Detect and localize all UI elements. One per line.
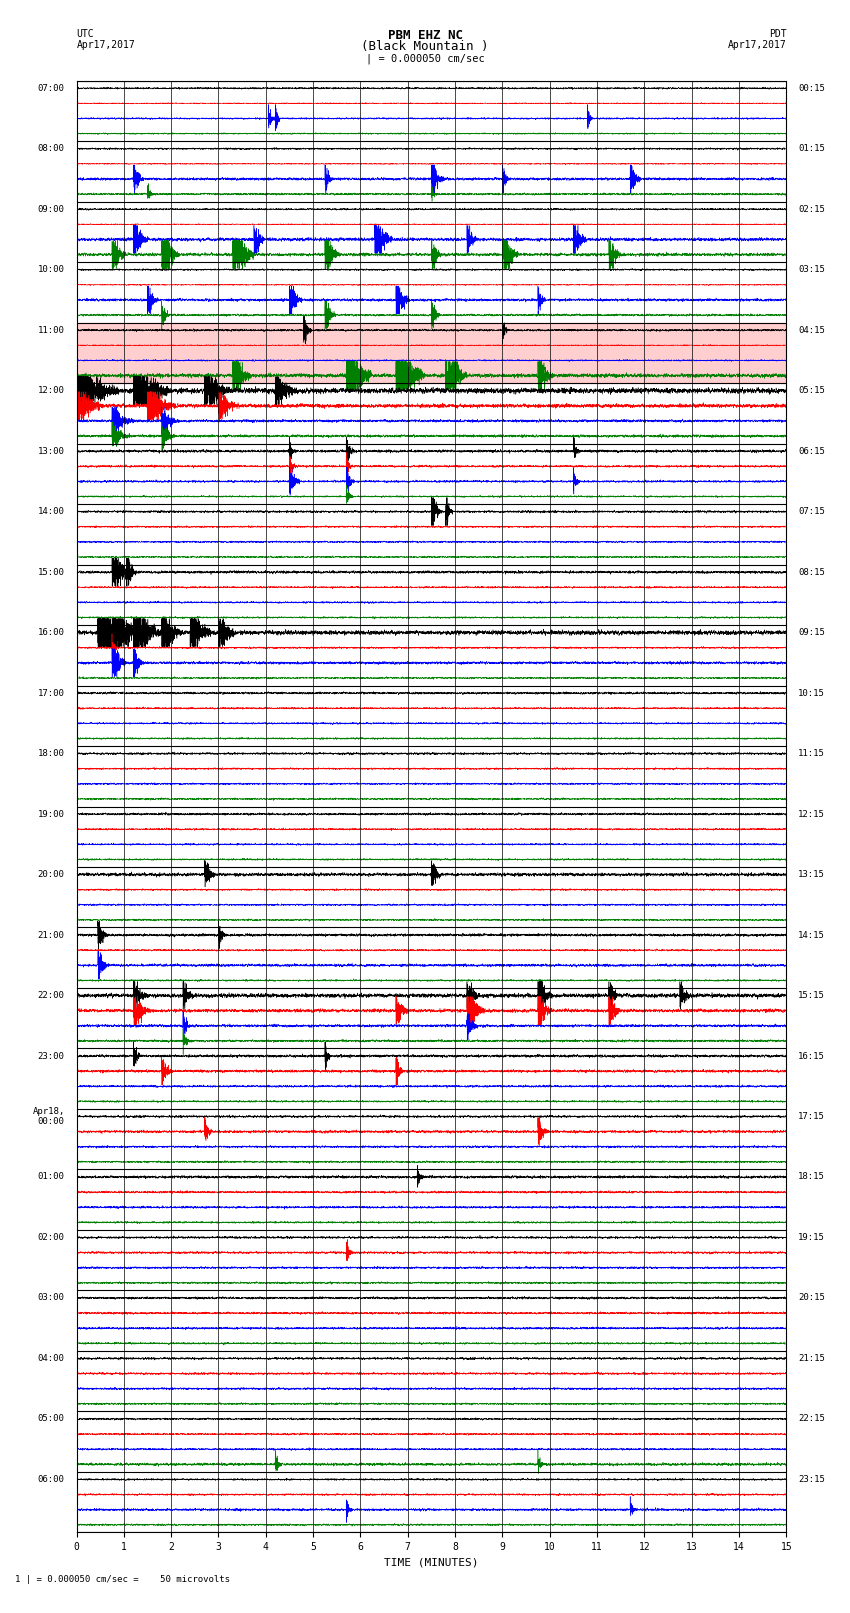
Text: 21:15: 21:15 (798, 1353, 825, 1363)
Text: 15:00: 15:00 (37, 568, 65, 576)
Text: 09:15: 09:15 (798, 627, 825, 637)
Text: 16:15: 16:15 (798, 1052, 825, 1060)
Text: PBM EHZ NC: PBM EHZ NC (388, 29, 462, 42)
Text: 04:15: 04:15 (798, 326, 825, 334)
Text: 18:15: 18:15 (798, 1173, 825, 1181)
Text: Apr17,2017: Apr17,2017 (76, 40, 135, 50)
Text: 20:00: 20:00 (37, 869, 65, 879)
Text: PDT: PDT (768, 29, 786, 39)
Text: 23:00: 23:00 (37, 1052, 65, 1060)
Text: 01:15: 01:15 (798, 144, 825, 153)
Text: 18:00: 18:00 (37, 748, 65, 758)
Text: 01:00: 01:00 (37, 1173, 65, 1181)
Text: Apr18,
00:00: Apr18, 00:00 (32, 1107, 65, 1126)
Text: 1 | = 0.000050 cm/sec =    50 microvolts: 1 | = 0.000050 cm/sec = 50 microvolts (15, 1574, 230, 1584)
X-axis label: TIME (MINUTES): TIME (MINUTES) (384, 1558, 479, 1568)
Text: 08:15: 08:15 (798, 568, 825, 576)
Text: 07:00: 07:00 (37, 84, 65, 92)
Text: 03:15: 03:15 (798, 265, 825, 274)
Text: 10:15: 10:15 (798, 689, 825, 697)
Text: 10:00: 10:00 (37, 265, 65, 274)
Text: UTC: UTC (76, 29, 94, 39)
Text: 19:15: 19:15 (798, 1232, 825, 1242)
Text: 12:00: 12:00 (37, 386, 65, 395)
Text: 22:00: 22:00 (37, 990, 65, 1000)
Text: 07:15: 07:15 (798, 506, 825, 516)
Text: 04:00: 04:00 (37, 1353, 65, 1363)
Text: 22:15: 22:15 (798, 1415, 825, 1423)
Text: 11:15: 11:15 (798, 748, 825, 758)
Text: | = 0.000050 cm/sec: | = 0.000050 cm/sec (366, 53, 484, 65)
Text: 13:00: 13:00 (37, 447, 65, 455)
Text: 21:00: 21:00 (37, 931, 65, 939)
Text: 17:00: 17:00 (37, 689, 65, 697)
Text: 00:15: 00:15 (798, 84, 825, 92)
Text: 03:00: 03:00 (37, 1294, 65, 1302)
Text: 05:00: 05:00 (37, 1415, 65, 1423)
Text: 15:15: 15:15 (798, 990, 825, 1000)
Text: 20:15: 20:15 (798, 1294, 825, 1302)
Text: 17:15: 17:15 (798, 1111, 825, 1121)
Text: Apr17,2017: Apr17,2017 (728, 40, 786, 50)
Text: 06:00: 06:00 (37, 1474, 65, 1484)
Text: (Black Mountain ): (Black Mountain ) (361, 40, 489, 53)
Text: 06:15: 06:15 (798, 447, 825, 455)
Text: 08:00: 08:00 (37, 144, 65, 153)
Text: 02:15: 02:15 (798, 205, 825, 213)
Text: 14:15: 14:15 (798, 931, 825, 939)
Text: 02:00: 02:00 (37, 1232, 65, 1242)
Text: 23:15: 23:15 (798, 1474, 825, 1484)
Text: 11:00: 11:00 (37, 326, 65, 334)
Text: 13:15: 13:15 (798, 869, 825, 879)
Text: 05:15: 05:15 (798, 386, 825, 395)
Text: 19:00: 19:00 (37, 810, 65, 818)
Bar (76, 323, 786, 384)
Text: 16:00: 16:00 (37, 627, 65, 637)
Text: 09:00: 09:00 (37, 205, 65, 213)
Text: 14:00: 14:00 (37, 506, 65, 516)
Text: 12:15: 12:15 (798, 810, 825, 818)
